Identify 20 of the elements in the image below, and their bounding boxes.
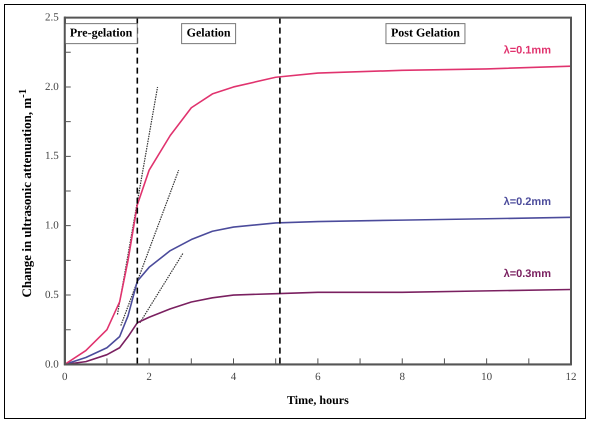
y-tick-label: 0.0 [45, 358, 60, 370]
x-tick-label: 2 [146, 370, 152, 383]
x-tick-label: 0 [62, 370, 68, 383]
y-tick-label: 1.0 [45, 220, 60, 232]
x-tick-label: 6 [315, 370, 322, 383]
annotation: Pre-gelation [70, 26, 133, 40]
series-label: λ=0.1mm [504, 44, 552, 57]
y-tick-label: 1.5 [45, 150, 60, 162]
series-label: λ=0.2mm [504, 196, 552, 208]
x-axis-title: Time, hours [286, 392, 350, 407]
y-tick-label: 2.0 [45, 80, 60, 93]
x-tick-label: 4 [230, 370, 237, 383]
annotation: Gelation [186, 26, 231, 40]
y-tick-label: 2.5 [45, 11, 60, 24]
annotation: Post Gelation [390, 26, 460, 40]
x-tick-label: 12 [566, 370, 576, 383]
y-tick-label: 0.5 [45, 288, 60, 301]
x-tick-label: 8 [400, 370, 406, 383]
series-label: λ=0.3mm [504, 268, 552, 280]
x-tick-label: 10 [481, 370, 493, 383]
